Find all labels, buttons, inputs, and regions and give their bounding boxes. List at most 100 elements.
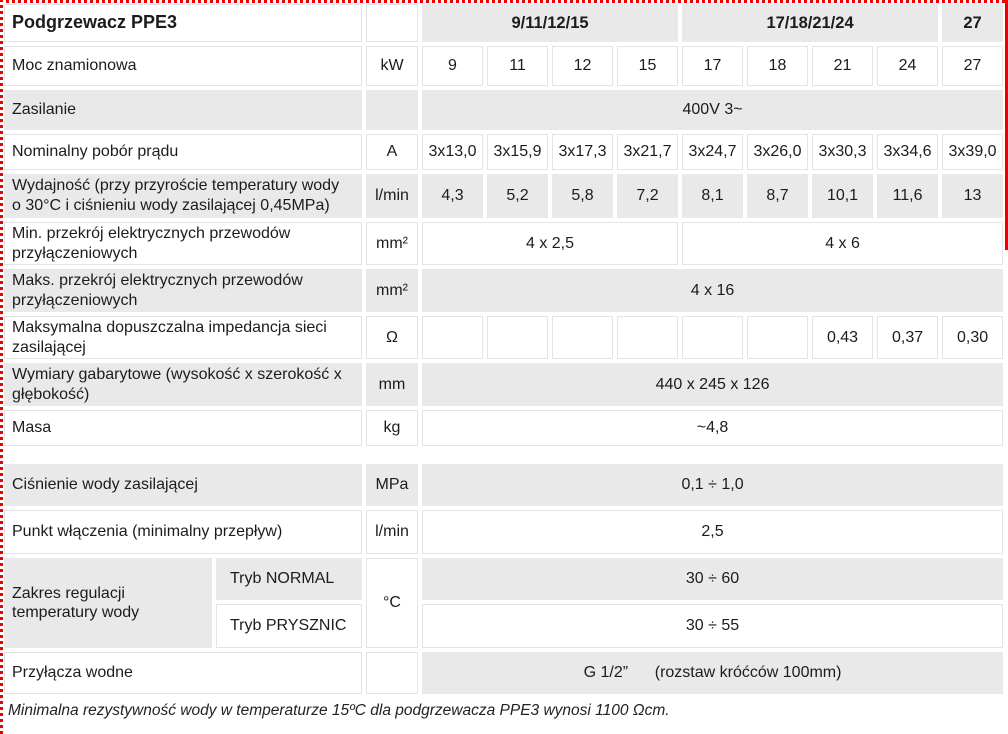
unit-cisnienie: MPa <box>366 464 418 507</box>
value-wydajnosc-0: 4,3 <box>422 174 483 218</box>
row-masa: Masa kg ~4,8 <box>4 410 1004 447</box>
row-label-moc: Moc znamionowa <box>4 46 362 86</box>
row-zasilanie: Zasilanie 400V 3~ <box>4 90 1004 130</box>
value-wydajnosc-8: 13 <box>942 174 1004 218</box>
product-title: Podgrzewacz PPE3 <box>4 4 362 42</box>
row-moc: Moc znamionowa kW 9 11 12 15 17 18 21 24… <box>4 46 1004 86</box>
unit-zasilanie <box>366 90 418 130</box>
value-moc-8: 27 <box>942 46 1004 86</box>
row-label-wymiary: Wymiary gabarytowe (wysokość x szerokość… <box>4 363 362 407</box>
value-impedancja-8: 0,30 <box>942 316 1004 360</box>
unit-impedancja: Ω <box>366 316 418 360</box>
row-prad: Nominalny pobór prądu A 3x13,0 3x15,9 3x… <box>4 134 1004 170</box>
row-label-maks-przekroj: Maks. przekrój elektrycznych przewodów p… <box>4 269 362 313</box>
crop-border-left <box>0 0 3 734</box>
value-masa: ~4,8 <box>422 410 1004 447</box>
value-moc-1: 11 <box>487 46 548 86</box>
value-wydajnosc-7: 11,6 <box>877 174 939 218</box>
value-wydajnosc-3: 7,2 <box>617 174 679 218</box>
row-przylacza: Przyłącza wodne G 1/2” (rozstaw króćców … <box>4 652 1004 695</box>
row-maks-przekroj: Maks. przekrój elektrycznych przewodów p… <box>4 269 1004 313</box>
value-cisnienie: 0,1 ÷ 1,0 <box>422 464 1004 507</box>
value-impedancja-2 <box>552 316 613 360</box>
unit-wymiary: mm <box>366 363 418 407</box>
row-zakres-prysznic: Tryb PRYSZNIC 30 ÷ 55 <box>4 604 1004 649</box>
mode-label-prysznic: Tryb PRYSZNIC <box>216 604 362 649</box>
unit-wydajnosc: l/min <box>366 174 418 218</box>
row-cisnienie: Ciśnienie wody zasilającej MPa 0,1 ÷ 1,0 <box>4 464 1004 507</box>
header-group-1: 9/11/12/15 <box>422 4 679 42</box>
value-wydajnosc-2: 5,8 <box>552 174 613 218</box>
header-unit-cell <box>366 4 418 42</box>
value-impedancja-6: 0,43 <box>812 316 874 360</box>
value-impedancja-5 <box>747 316 809 360</box>
value-wydajnosc-1: 5,2 <box>487 174 548 218</box>
header-group-2: 17/18/21/24 <box>682 4 939 42</box>
value-wydajnosc-4: 8,1 <box>682 174 744 218</box>
value-zakres-normal: 30 ÷ 60 <box>422 558 1004 601</box>
row-zakres-normal: Zakres regulacji temperatury wody Tryb N… <box>4 558 1004 649</box>
row-label-wydajnosc: Wydajność (przy przyroście temperatury w… <box>4 174 362 218</box>
value-moc-5: 18 <box>747 46 809 86</box>
value-punkt: 2,5 <box>422 510 1004 555</box>
value-impedancja-3 <box>617 316 679 360</box>
value-prad-0: 3x13,0 <box>422 134 483 170</box>
spec-table: Podgrzewacz PPE3 9/11/12/15 17/18/21/24 … <box>4 4 1004 695</box>
value-zasilanie: 400V 3~ <box>422 90 1004 130</box>
row-label-zakres: Zakres regulacji temperatury wody <box>4 558 212 649</box>
section-divider <box>4 450 1003 460</box>
unit-zakres: °C <box>366 558 418 649</box>
row-label-impedancja: Maksymalna dopuszczalna impedancja sieci… <box>4 316 362 360</box>
unit-punkt: l/min <box>366 510 418 555</box>
value-moc-2: 12 <box>552 46 613 86</box>
unit-min-przekroj: mm² <box>366 222 418 266</box>
row-wydajnosc: Wydajność (przy przyroście temperatury w… <box>4 174 1004 218</box>
value-prad-7: 3x34,6 <box>877 134 939 170</box>
value-moc-0: 9 <box>422 46 483 86</box>
row-impedancja: Maksymalna dopuszczalna impedancja sieci… <box>4 316 1004 360</box>
value-prad-4: 3x24,7 <box>682 134 744 170</box>
header-group-3: 27 <box>942 4 1004 42</box>
value-moc-3: 15 <box>617 46 679 86</box>
row-min-przekroj: Min. przekrój elektrycznych przewodów pr… <box>4 222 1004 266</box>
value-min-przekroj-a: 4 x 2,5 <box>422 222 679 266</box>
value-prad-5: 3x26,0 <box>747 134 809 170</box>
value-moc-6: 21 <box>812 46 874 86</box>
crop-border-right <box>1005 0 1008 250</box>
unit-maks-przekroj: mm² <box>366 269 418 313</box>
value-przylacza: G 1/2” (rozstaw króćców 100mm) <box>422 652 1004 695</box>
row-label-prad: Nominalny pobór prądu <box>4 134 362 170</box>
mode-label-normal: Tryb NORMAL <box>216 558 362 601</box>
row-label-punkt: Punkt włączenia (minimalny przepływ) <box>4 510 362 555</box>
row-label-cisnienie: Ciśnienie wody zasilającej <box>4 464 362 507</box>
value-zakres-prysznic: 30 ÷ 55 <box>422 604 1004 649</box>
value-prad-2: 3x17,3 <box>552 134 613 170</box>
header-row: Podgrzewacz PPE3 9/11/12/15 17/18/21/24 … <box>4 4 1004 42</box>
value-impedancja-7: 0,37 <box>877 316 939 360</box>
footnote: Minimalna rezystywność wody w temperatur… <box>8 702 670 719</box>
row-punkt: Punkt włączenia (minimalny przepływ) l/m… <box>4 510 1004 555</box>
value-impedancja-0 <box>422 316 483 360</box>
value-prad-3: 3x21,7 <box>617 134 679 170</box>
unit-masa: kg <box>366 410 418 447</box>
value-prad-1: 3x15,9 <box>487 134 548 170</box>
row-wymiary: Wymiary gabarytowe (wysokość x szerokość… <box>4 363 1004 407</box>
value-moc-7: 24 <box>877 46 939 86</box>
row-label-min-przekroj: Min. przekrój elektrycznych przewodów pr… <box>4 222 362 266</box>
section-divider-cell <box>4 450 1003 460</box>
row-label-zasilanie: Zasilanie <box>4 90 362 130</box>
crop-border-top <box>0 0 1008 3</box>
unit-przylacza <box>366 652 418 695</box>
value-prad-6: 3x30,3 <box>812 134 874 170</box>
value-min-przekroj-b: 4 x 6 <box>682 222 1004 266</box>
row-label-masa: Masa <box>4 410 362 447</box>
value-moc-4: 17 <box>682 46 744 86</box>
value-wydajnosc-6: 10,1 <box>812 174 874 218</box>
row-label-przylacza: Przyłącza wodne <box>4 652 362 695</box>
value-wymiary: 440 x 245 x 126 <box>422 363 1004 407</box>
value-prad-8: 3x39,0 <box>942 134 1004 170</box>
value-maks-przekroj: 4 x 16 <box>422 269 1004 313</box>
unit-moc: kW <box>366 46 418 86</box>
unit-prad: A <box>366 134 418 170</box>
value-impedancja-4 <box>682 316 744 360</box>
